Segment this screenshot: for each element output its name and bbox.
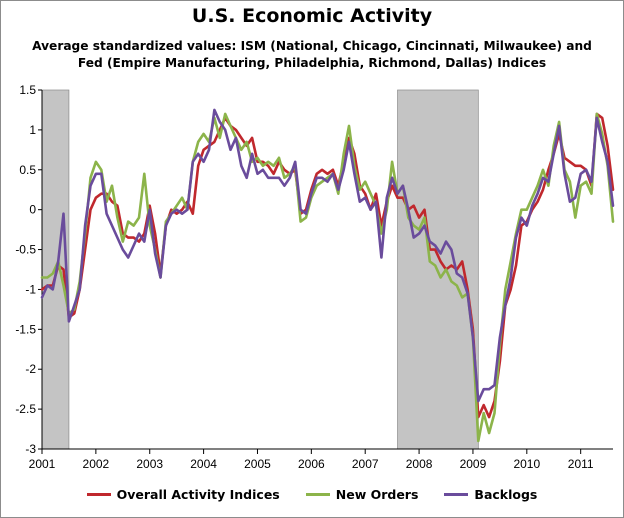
- legend-label-new-orders: New Orders: [335, 487, 419, 502]
- y-tick-label-4: -0.5: [15, 243, 36, 257]
- chart-title: U.S. Economic Activity: [191, 5, 433, 27]
- y-tick-label-9: -3: [25, 442, 36, 456]
- y-tick-label-0: 1.5: [19, 83, 36, 97]
- legend-item-backlogs: Backlogs: [444, 487, 537, 502]
- y-tick-label-5: -1: [25, 282, 36, 296]
- legend-swatch-overall: [86, 493, 111, 496]
- y-tick-label-6: -1.5: [15, 322, 36, 336]
- x-tick-label-0: 2001: [29, 457, 56, 471]
- legend-label-overall: Overall Activity Indices: [116, 487, 280, 502]
- chart-subtitle-line-2: Fed (Empire Manufacturing, Philadelphia,…: [77, 56, 547, 70]
- x-tick-label-10: 2011: [568, 457, 594, 471]
- x-tick-label-6: 2007: [352, 457, 379, 471]
- series-line-backlogs: [40, 108, 615, 403]
- x-tick-label-4: 2005: [244, 457, 271, 471]
- y-tick-label-1: 1: [29, 123, 36, 137]
- y-tick-label-8: -2.5: [15, 402, 36, 416]
- y-tick-label-3: 0: [29, 203, 36, 217]
- x-tick-label-8: 2009: [460, 457, 487, 471]
- x-tick-label-2: 2003: [136, 457, 163, 471]
- x-tick-label-5: 2006: [298, 457, 325, 471]
- y-tick-label-2: 0.5: [19, 163, 36, 177]
- x-tick-label-7: 2008: [406, 457, 433, 471]
- y-tick-label-7: -2: [25, 362, 36, 376]
- series-line-new-orders: [40, 112, 615, 443]
- legend-label-backlogs: Backlogs: [474, 487, 538, 502]
- legend: Overall Activity Indices New Orders Back…: [1, 487, 623, 502]
- x-tick-label-1: 2002: [83, 457, 110, 471]
- legend-swatch-new-orders: [305, 493, 330, 496]
- series-line-overall-activity: [40, 112, 615, 419]
- legend-swatch-backlogs: [444, 493, 469, 496]
- legend-item-overall: Overall Activity Indices: [86, 487, 280, 502]
- legend-item-new-orders: New Orders: [305, 487, 419, 502]
- chart-subtitle-line-1: Average standardized values: ISM (Nation…: [32, 39, 592, 53]
- x-tick-label-3: 2004: [190, 457, 217, 471]
- x-tick-label-9: 2010: [513, 457, 540, 471]
